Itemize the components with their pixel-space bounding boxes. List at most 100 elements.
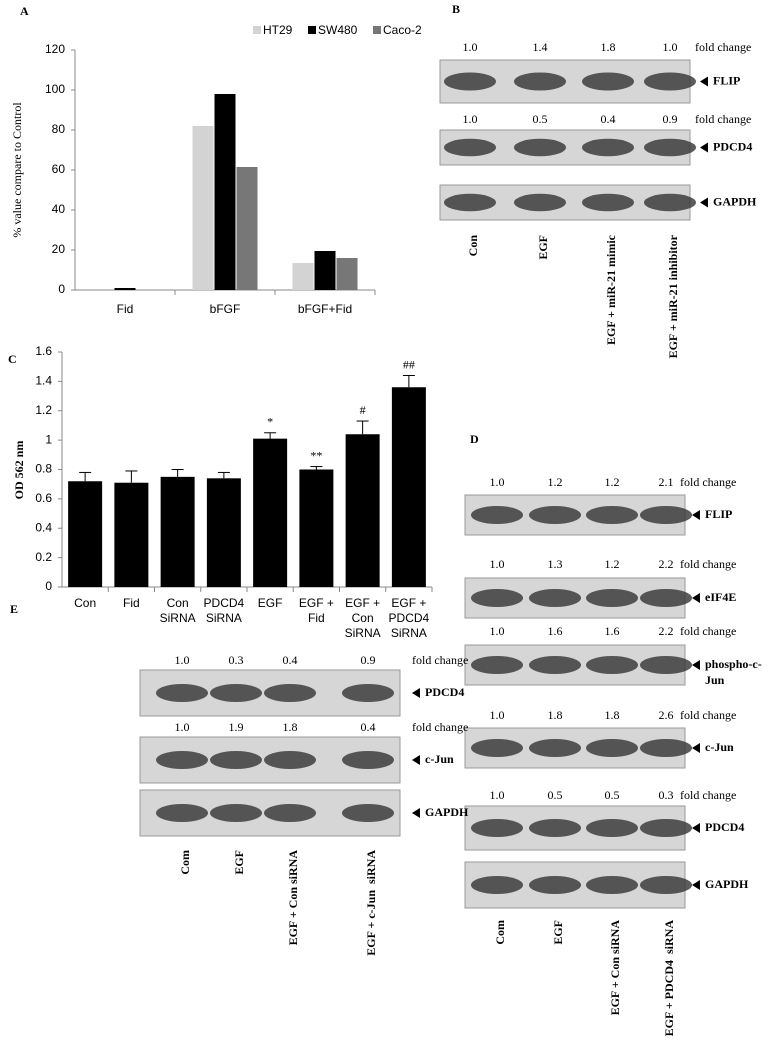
y-tick-label: 60: [52, 162, 66, 176]
x-tick-label: SiRNA: [160, 611, 196, 625]
fold-value: 1.8: [548, 708, 563, 722]
protein-label: FLIP: [713, 73, 740, 87]
x-tick-label: Fid: [308, 611, 325, 625]
lane-label: EGF: [551, 920, 565, 945]
bar: [236, 167, 258, 290]
y-tick-label: 1.2: [35, 403, 52, 417]
bar: [253, 438, 288, 587]
significance-marker: ##: [403, 357, 415, 371]
lane-label: EGF + Con siRNA: [286, 850, 300, 946]
blot-band: [640, 656, 692, 674]
legend-label: Caco-2: [383, 23, 422, 37]
bar: [192, 126, 214, 290]
blot-band: [156, 684, 208, 702]
protein-label: PDCD4: [713, 139, 752, 153]
blot-band: [471, 876, 523, 894]
bar: [114, 288, 136, 290]
protein-label: PDCD4: [705, 820, 744, 834]
blot-band: [586, 876, 638, 894]
x-tick-label: EGF +: [345, 596, 380, 610]
protein-label: eIF4E: [705, 590, 736, 604]
lane-label: Com: [178, 850, 192, 875]
fold-value: 1.2: [605, 557, 620, 571]
blot-band: [640, 739, 692, 757]
blot-band: [471, 506, 523, 524]
blot-band: [210, 804, 262, 822]
fold-label: fold change: [695, 112, 751, 126]
fold-value: 2.6: [659, 708, 674, 722]
x-tick-label: SiRNA: [345, 626, 381, 640]
y-tick-label: 20: [52, 242, 66, 256]
lane-label: Con: [466, 235, 480, 257]
lane-label: EGF + Con siRNA: [608, 920, 622, 1016]
blot-band: [156, 804, 208, 822]
lane-label: EGF: [536, 235, 550, 260]
fold-value: 1.8: [601, 40, 616, 54]
y-tick-label: 1.4: [35, 374, 52, 388]
legend-swatch: [253, 26, 261, 34]
blot-band: [582, 72, 634, 91]
protein-label: GAPDH: [425, 805, 469, 819]
x-tick-label: PDCD4: [204, 596, 245, 610]
blot-band: [471, 589, 523, 607]
y-tick-label: 0.8: [35, 462, 52, 476]
fold-value: 1.8: [605, 708, 620, 722]
blot-band: [582, 193, 634, 212]
blot-band: [264, 684, 316, 702]
arrowhead: [412, 688, 420, 698]
legend-label: HT29: [263, 23, 293, 37]
blot-band: [529, 589, 581, 607]
y-tick-label: 0.2: [35, 550, 52, 564]
arrowhead: [700, 197, 708, 208]
fold-value: 1.0: [490, 708, 505, 722]
arrowhead: [692, 660, 700, 670]
fold-value: 0.5: [605, 788, 620, 802]
lane-label: EGF + c-Jun siRNA: [364, 850, 378, 956]
y-tick-label: 40: [52, 202, 66, 216]
x-tick-label: EGF: [258, 596, 283, 610]
blot-band: [264, 751, 316, 769]
panel-letter: C: [8, 352, 17, 366]
bar: [336, 258, 358, 290]
fold-value: 1.0: [663, 40, 678, 54]
fold-value: 0.4: [361, 720, 376, 734]
protein-label: c-Jun: [705, 740, 734, 754]
x-tick-label: Con: [74, 596, 96, 610]
blot-band: [529, 876, 581, 894]
fold-value: 1.6: [548, 624, 563, 638]
fold-value: 1.6: [605, 624, 620, 638]
fold-value: 0.5: [533, 112, 548, 126]
y-tick-label: 80: [52, 122, 66, 136]
fold-value: 0.3: [229, 653, 244, 667]
bar: [345, 434, 380, 587]
blot-band: [514, 193, 566, 212]
y-tick-label: 0: [58, 282, 65, 296]
x-tick-label: Fid: [117, 302, 134, 316]
fold-label: fold change: [680, 788, 736, 802]
blot-band: [156, 751, 208, 769]
blot-band: [471, 739, 523, 757]
x-tick-label: Fid: [123, 596, 140, 610]
blot-band: [640, 876, 692, 894]
y-axis-label: % value compare to Control: [10, 102, 24, 238]
fold-value: 2.1: [659, 475, 674, 489]
arrowhead: [412, 755, 420, 765]
fold-value: 1.9: [229, 720, 244, 734]
arrowhead: [700, 142, 708, 153]
fold-value: 0.9: [663, 112, 678, 126]
fold-value: 1.0: [490, 475, 505, 489]
x-tick-label: EGF +: [299, 596, 334, 610]
protein-label: Jun: [705, 673, 725, 687]
bar: [206, 478, 241, 587]
y-tick-label: 0: [45, 579, 52, 593]
bar: [292, 263, 314, 290]
fold-value: 1.0: [490, 624, 505, 638]
lane-label: EGF + PDCD4 siRNA: [662, 920, 676, 1037]
fold-value: 0.5: [548, 788, 563, 802]
legend-swatch: [308, 26, 316, 34]
protein-label: phospho-c-: [705, 657, 762, 671]
fold-value: 1.0: [490, 788, 505, 802]
blot-band: [644, 193, 696, 212]
fold-value: 1.0: [175, 720, 190, 734]
